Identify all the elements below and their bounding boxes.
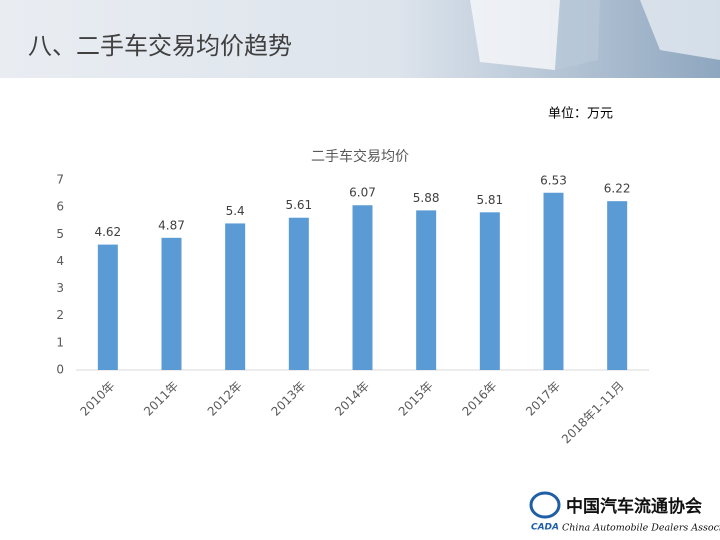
data-label: 5.88: [413, 191, 440, 205]
header-cube: [555, 0, 600, 70]
logo: CADA 中国汽车流通协会 China Automobile Dealers A…: [529, 491, 720, 534]
logo-icon: [529, 491, 561, 519]
bar: [97, 244, 118, 370]
y-tick-label: 0: [56, 363, 64, 377]
logo-mark: CADA: [531, 523, 559, 533]
bar: [352, 205, 373, 370]
data-label: 5.61: [285, 198, 312, 212]
x-tick-label: 2014年: [332, 379, 372, 419]
y-tick-label: 3: [56, 281, 64, 295]
bar: [479, 212, 500, 370]
header-cube: [640, 0, 720, 60]
y-tick-label: 4: [56, 254, 64, 268]
data-label: 6.53: [540, 173, 567, 187]
page-title: 八、二手车交易均价趋势: [28, 32, 292, 60]
data-label: 4.62: [94, 225, 121, 239]
y-tick-label: 7: [56, 173, 64, 187]
x-tick-label: 2013年: [268, 379, 308, 419]
y-tick-label: 1: [56, 335, 64, 349]
chart-title: 二手车交易均价: [311, 148, 409, 165]
data-label: 5.81: [476, 193, 503, 207]
x-tick-label: 2010年: [77, 379, 117, 419]
data-label: 5.4: [226, 204, 245, 218]
y-tick-label: 6: [56, 200, 64, 214]
header-cube: [470, 0, 560, 70]
bar: [416, 210, 437, 370]
x-tick-label: 2011年: [141, 379, 181, 419]
x-tick-label: 2012年: [205, 379, 245, 419]
logo-english: China Automobile Dealers Association: [562, 523, 720, 534]
x-tick-label: 2016年: [459, 379, 499, 419]
data-label: 6.07: [349, 186, 376, 200]
unit-label: 单位：万元: [548, 107, 613, 122]
bar: [543, 192, 564, 370]
bar: [225, 223, 246, 370]
bar: [288, 217, 309, 370]
bar: [607, 201, 628, 370]
x-tick-label: 2017年: [523, 379, 563, 419]
y-tick-label: 5: [56, 227, 64, 241]
x-tick-label: 2018年1-11月: [559, 379, 627, 447]
y-tick-label: 2: [56, 308, 64, 322]
logo-name: 中国汽车流通协会: [566, 496, 702, 517]
data-label: 6.22: [604, 182, 631, 196]
header-band: [0, 0, 720, 78]
data-label: 4.87: [158, 218, 185, 232]
x-tick-label: 2015年: [396, 379, 436, 419]
bar: [161, 237, 182, 370]
